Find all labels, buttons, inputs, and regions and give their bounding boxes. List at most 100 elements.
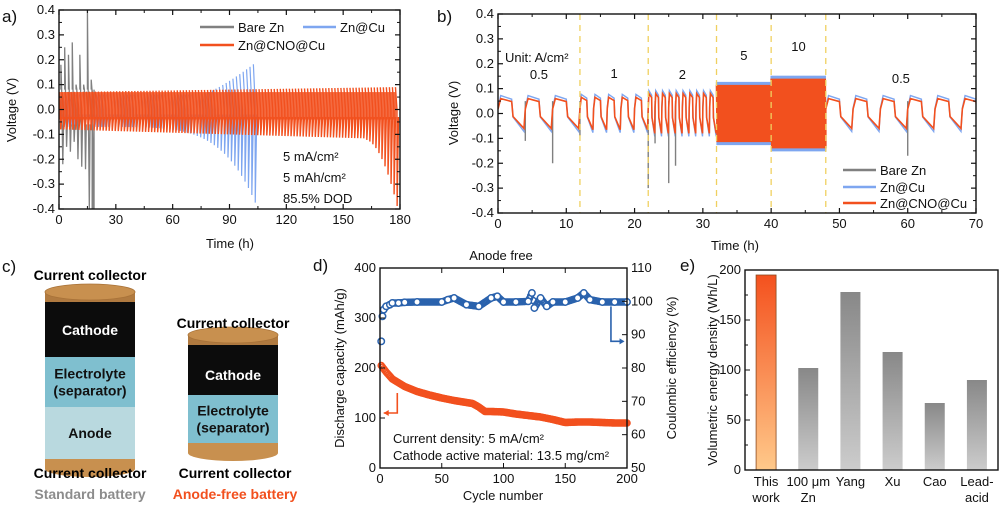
layer-label: Electrolyte: [197, 403, 269, 419]
layer-2: [45, 407, 135, 459]
efficiency-outlier-point: [586, 295, 594, 304]
panel-d-ytick-label: 0: [369, 460, 376, 475]
efficiency-outlier-point: [499, 298, 508, 306]
panel-d-y2tick-label: 70: [631, 393, 645, 408]
segment-current-label: 1: [610, 66, 617, 81]
collector-top-cap: [187, 326, 279, 344]
capacity-axis-arrow: [383, 393, 399, 414]
panel-b-xtick-label: 10: [559, 216, 573, 231]
anode-free-battery-caption: Anode-free battery: [173, 486, 298, 502]
panel-a-xtick-label: 60: [165, 212, 179, 227]
panel-b-xtick-label: 0: [494, 216, 501, 231]
panel-a-xtick-label: 120: [275, 212, 297, 227]
layer-1: [188, 395, 278, 443]
panel-b-ytick-label: 0.2: [476, 56, 494, 71]
bar-100-m-zn: [798, 368, 819, 470]
panel-d-y2tick-label: 100: [631, 293, 653, 308]
panel-d-label: d): [313, 256, 328, 275]
panel-a-ytick-label: 0.1: [37, 77, 55, 92]
efficiency-outlier-point: [610, 298, 619, 306]
layer-1: [45, 357, 135, 407]
panel-b-ytick-label: 0.0: [476, 106, 494, 121]
segment-current-label: 0.5: [892, 71, 910, 86]
series-bare-zn-line: [60, 10, 95, 209]
category-label: Xu: [885, 474, 901, 489]
legend-label-zn-cno-cu: Zn@CNO@Cu: [238, 38, 325, 53]
layer-label: Electrolyte: [54, 366, 126, 382]
panel-b-ytick-label: -0.3: [472, 180, 494, 195]
panel-d-y2tick-label: 80: [631, 360, 645, 375]
panel-b-ytick-label: -0.1: [472, 130, 494, 145]
category-label: acid: [965, 490, 989, 505]
layer-label: (separator): [196, 420, 269, 436]
efficiency-outlier-point: [377, 337, 386, 346]
panel-a-xlabel: Time (h): [206, 236, 254, 251]
efficiency-outlier-point: [443, 295, 452, 304]
panel-a-ytick-label: -0.2: [33, 151, 55, 166]
efficiency-outlier-point: [450, 294, 459, 302]
efficiency-outlier-point: [530, 304, 539, 312]
panel-d-title: Anode free: [469, 248, 533, 263]
panel-a-legend: Bare Zn Zn@Cu Zn@CNO@Cu: [200, 20, 385, 53]
efficiency-outlier-point: [394, 299, 403, 307]
panel-a-ytick-label: -0.3: [33, 176, 55, 191]
panel-a-ylabel: Voltage (V): [4, 78, 19, 142]
panel-a-xtick-label: 0: [55, 212, 62, 227]
panel-a-series-group: [59, 10, 400, 209]
panel-b-unit-label: Unit: A/cm²: [505, 50, 569, 65]
panel-d-ytick-label: 300: [354, 310, 376, 325]
panel-d-xlabel: Cycle number: [463, 488, 544, 503]
panel-d-ytick-label: 400: [354, 260, 376, 275]
efficiency-outlier-point: [527, 289, 536, 297]
panel-d-y2tick-label: 110: [631, 260, 652, 275]
panel-b-xtick-label: 70: [969, 216, 983, 231]
category-label: This: [754, 474, 779, 489]
efficiency-outlier-point: [462, 300, 471, 309]
efficiency-axis-arrow: [610, 306, 624, 343]
panel-b-xlabel: Time (h): [711, 238, 759, 253]
panel-e-ylabel: Volumetric energy density (Wh/L): [705, 274, 720, 465]
panel-a-xtick-label: 90: [222, 212, 236, 227]
efficiency-outlier-point: [542, 302, 551, 311]
collector-bottom-cap: [188, 445, 278, 461]
panel-b-xtick-label: 40: [764, 216, 778, 231]
efficiency-outlier-point: [573, 294, 582, 302]
anode-free-top-collector-label: Current collector: [177, 315, 290, 331]
panel-d-xtick-label: 50: [435, 471, 449, 486]
panel-d-annotation-current: Current density: 5 mA/cm²: [393, 431, 545, 446]
panel-b-ylabel: Voltage (V): [446, 81, 461, 145]
panel-d-y2tick-label: 50: [631, 460, 645, 475]
panel-b-legend: Bare Zn Zn@Cu Zn@CNO@Cu: [843, 163, 967, 211]
efficiency-outlier-point: [413, 298, 421, 306]
bar-yang: [840, 292, 861, 470]
panel-a-annotation-capacity: 5 mAh/cm²: [283, 170, 347, 185]
panel-e-frame: [744, 269, 999, 471]
category-label: Yang: [836, 474, 865, 489]
panel-b-series-group: [498, 14, 976, 213]
panel-a-annotation-current: 5 mA/cm²: [283, 149, 339, 164]
panel-d-xtick-label: 150: [554, 471, 576, 486]
efficiency-outlier-point: [598, 298, 607, 306]
standard-bottom-collector-label: Current collector: [34, 465, 147, 481]
collector-top-cap: [44, 283, 136, 301]
efficiency-outlier-point: [561, 298, 570, 306]
legend-label-bare-zn: Bare Zn: [880, 163, 926, 178]
segment-current-label: 5: [740, 48, 747, 63]
efficiency-outlier-point: [474, 302, 483, 311]
efficiency-outlier-point: [579, 289, 588, 297]
panel-a-ytick-label: 0.2: [37, 52, 55, 67]
panel-d-ylabel: Discharge capacity (mAh/g): [332, 288, 347, 448]
legend-label-bare-zn: Bare Zn: [238, 20, 284, 35]
bar-this-work: [755, 274, 777, 471]
panel-b-xtick-label: 50: [832, 216, 846, 231]
panel-c-label: c): [2, 257, 16, 276]
panel-e-ytick-label: 50: [727, 412, 741, 427]
category-label: Lead-: [960, 474, 993, 489]
panel-c: c) Electrolyte(separator)AnodeElectrolyt…: [2, 257, 297, 502]
panel-a-ytick-label: 0.3: [37, 27, 55, 42]
panel-a-ytick-label: -0.1: [33, 126, 55, 141]
panel-b: b) 0.5 1 2 5 10 0.5 0 10 20 30 40 50 60 70 -0.4 -0.3 -0.…: [437, 6, 983, 253]
efficiency-outlier-point: [400, 298, 409, 307]
panel-a-xtick-label: 150: [332, 212, 354, 227]
